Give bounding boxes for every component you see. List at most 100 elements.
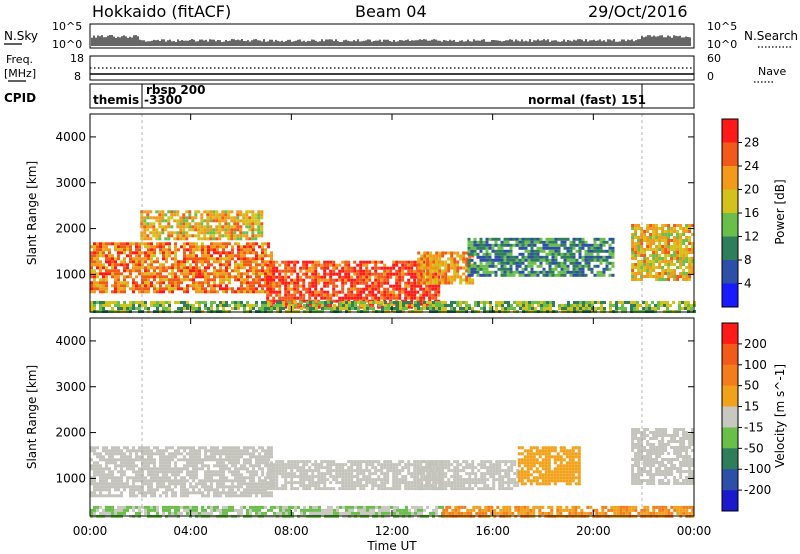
velocity-cell: [299, 466, 303, 470]
velocity-cell: [261, 473, 264, 477]
power-cell: [498, 301, 501, 304]
power-cell: [667, 254, 671, 257]
power-cell: [381, 307, 384, 310]
velocity-cell: [453, 484, 457, 488]
power-cell: [135, 269, 138, 273]
power-cell: [660, 304, 663, 307]
velocity-cell: [432, 487, 436, 491]
power-cell: [486, 301, 489, 304]
velocity-cell: [96, 470, 99, 474]
power-cell: [590, 252, 594, 256]
power-cell: [243, 272, 246, 276]
power-cell: [380, 278, 384, 282]
power-cell: [168, 266, 171, 270]
velocity-cell: [477, 478, 481, 482]
velocity-cell: [447, 466, 451, 470]
velocity-cell: [486, 487, 490, 491]
velocity-cell: [350, 481, 354, 485]
velocity-cell: [168, 470, 171, 474]
power-cell: [590, 270, 594, 274]
power-cell: [661, 230, 665, 233]
power-cell: [476, 264, 480, 268]
velocity-cell: [444, 481, 448, 485]
velocity-cell: [483, 466, 487, 470]
power-cell: [240, 287, 243, 291]
power-cell: [105, 254, 108, 258]
velocity-cell: [453, 460, 457, 464]
power-colorbar-segment: [722, 283, 738, 308]
power-cell: [246, 275, 249, 279]
velocity-cell: [344, 472, 348, 476]
velocity-cell: [228, 470, 231, 474]
power-cell: [545, 270, 549, 274]
power-cell: [434, 272, 438, 276]
power-cell: [164, 213, 168, 217]
velocity-cell: [225, 449, 228, 453]
power-cell: [204, 245, 207, 249]
velocity-cell: [231, 461, 234, 465]
velocity-cell: [195, 467, 198, 471]
velocity-cell: [323, 484, 327, 488]
power-cell: [215, 231, 219, 235]
power-cell: [102, 287, 105, 291]
power-cell: [174, 284, 177, 288]
velocity-cell: [147, 488, 150, 492]
power-cell: [185, 219, 189, 223]
power-cell: [108, 260, 111, 264]
power-cell: [183, 257, 186, 261]
power-cell: [649, 269, 653, 272]
power-cell: [664, 251, 668, 254]
power-cell: [383, 278, 387, 282]
velocity-cell: [249, 458, 252, 462]
power-cell: [249, 275, 252, 279]
power-cell: [563, 237, 567, 241]
power-cell: [105, 284, 108, 288]
power-cell: [150, 304, 153, 307]
power-cell: [575, 237, 579, 241]
power-cell: [180, 278, 183, 282]
power-cell: [117, 287, 120, 291]
power-cell: [438, 278, 442, 282]
power-cell: [189, 284, 192, 288]
velocity-cell: [407, 460, 411, 464]
power-cell: [497, 249, 501, 253]
velocity-cell: [144, 494, 147, 498]
velocity-cell: [144, 467, 147, 471]
power-cell: [249, 287, 252, 291]
power-cell: [404, 284, 408, 288]
power-cell: [302, 278, 306, 282]
power-cell: [578, 240, 582, 244]
power-cell: [386, 278, 390, 282]
power-cell: [506, 270, 510, 274]
power-cell: [321, 304, 324, 307]
velocity-cell: [255, 488, 258, 492]
power-cell: [539, 237, 543, 241]
power-cell: [111, 290, 114, 294]
power-cell: [643, 266, 647, 269]
power-cell: [362, 281, 366, 285]
velocity-cell: [395, 463, 399, 467]
power-cell: [682, 227, 686, 230]
velocity-cell: [305, 475, 309, 479]
power-cell: [666, 304, 669, 307]
cpid-label: CPID: [4, 91, 36, 105]
power-cell: [338, 263, 342, 267]
power-cell: [176, 210, 180, 214]
velocity-cell: [383, 478, 387, 482]
power-cell: [432, 257, 436, 261]
power-cell: [218, 216, 222, 220]
velocity-cell: [168, 446, 171, 450]
power-cell: [201, 245, 204, 249]
power-cell: [362, 278, 366, 282]
power-cell: [631, 254, 635, 257]
power-cell: [536, 237, 540, 241]
power-cell: [661, 269, 665, 272]
power-cell: [255, 290, 258, 294]
power-cell: [341, 266, 345, 270]
velocity-cell: [453, 466, 457, 470]
power-cell: [426, 272, 430, 276]
power-colorbar-tick-label: 12: [744, 230, 759, 244]
power-cell: [245, 216, 249, 220]
velocity-cell: [201, 485, 204, 489]
power-cell: [549, 301, 552, 304]
